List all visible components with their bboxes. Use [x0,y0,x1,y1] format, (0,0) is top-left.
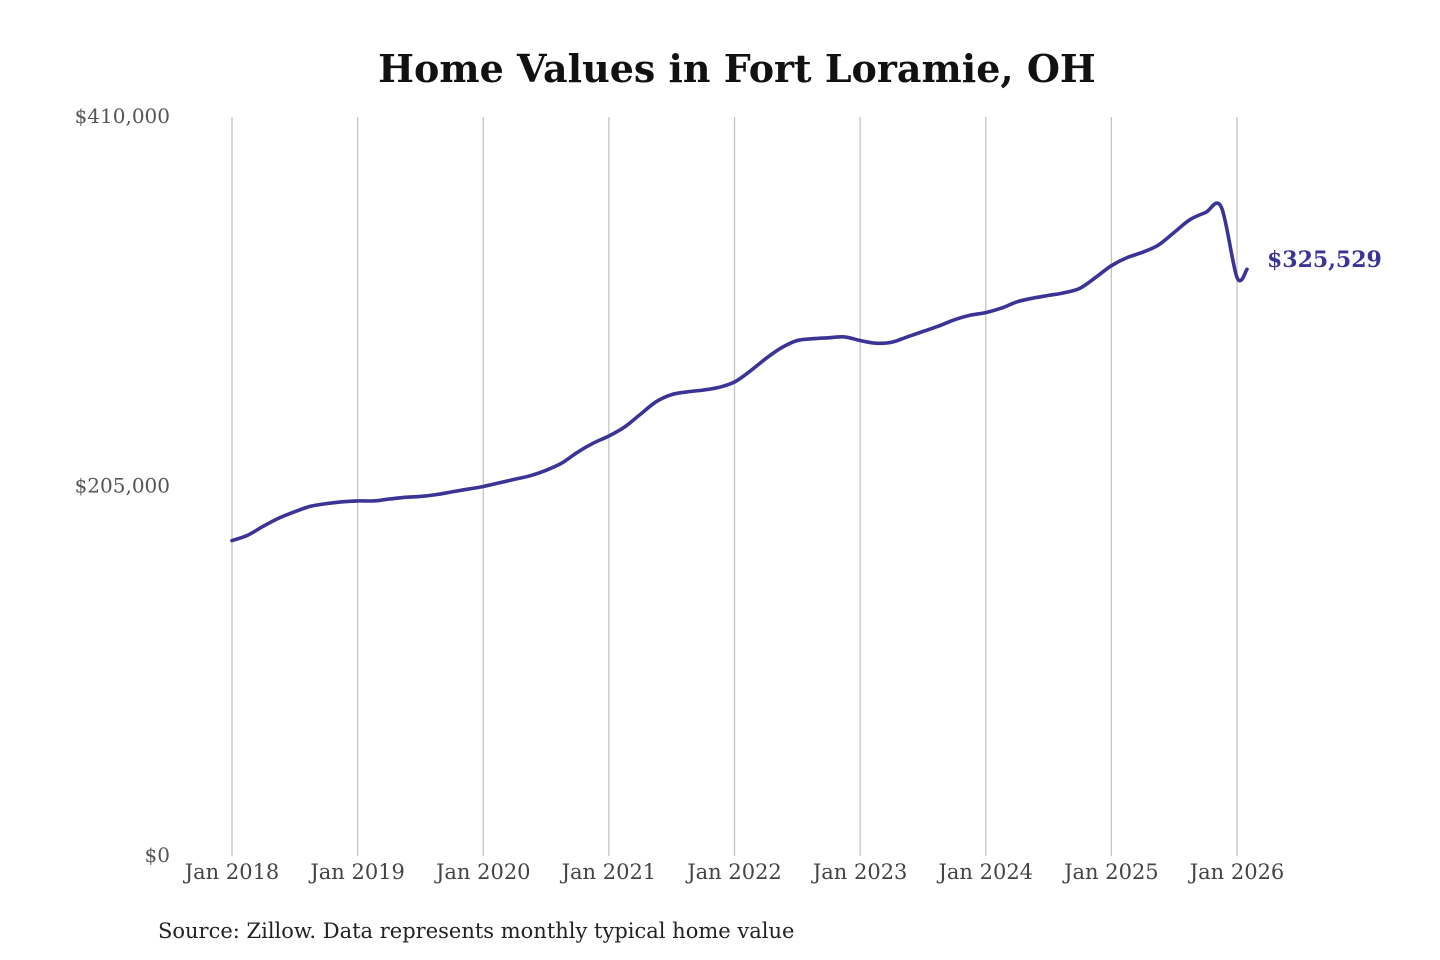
x-tick-label: Jan 2022 [685,860,782,884]
y-tick-label: $205,000 [75,474,170,498]
y-tick-label: $410,000 [75,104,170,128]
x-tick-label: Jan 2021 [560,860,657,884]
end-value-label: $325,529 [1267,247,1382,273]
x-tick-label: Jan 2019 [308,860,405,884]
y-axis-ticks: $0 $205,000 $410,000 [75,104,170,867]
x-tick-label: Jan 2024 [936,860,1033,884]
x-axis-ticks: Jan 2018 Jan 2019 Jan 2020 Jan 2021 Jan 2022… [183,860,1285,884]
x-tick-label: Jan 2023 [811,860,908,884]
home-value-line [230,201,1249,543]
x-tick-label: Jan 2025 [1062,860,1159,884]
x-tick-label: Jan 2026 [1188,860,1285,884]
x-tick-label: Jan 2018 [183,860,280,884]
x-tick-label: Jan 2020 [434,860,531,884]
source-note: Source: Zillow. Data represents monthly … [158,919,794,943]
y-tick-label: $0 [145,843,170,867]
grid-lines [231,117,1238,856]
chart-title: Home Values in Fort Loramie, OH [378,46,1096,91]
